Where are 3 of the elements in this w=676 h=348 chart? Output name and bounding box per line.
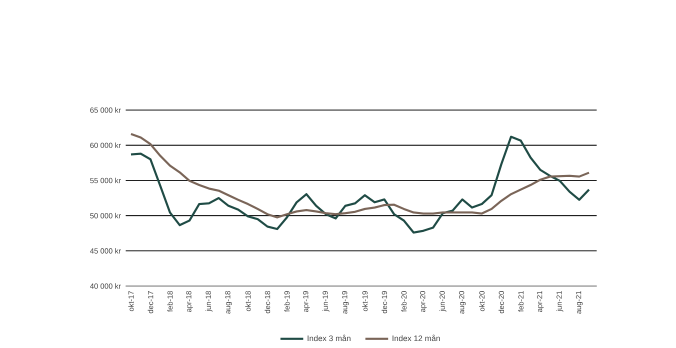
line-series bbox=[130, 136, 590, 234]
legend-label: Index 12 mån bbox=[392, 334, 440, 341]
legend-label: Index 3 mån bbox=[308, 334, 350, 341]
